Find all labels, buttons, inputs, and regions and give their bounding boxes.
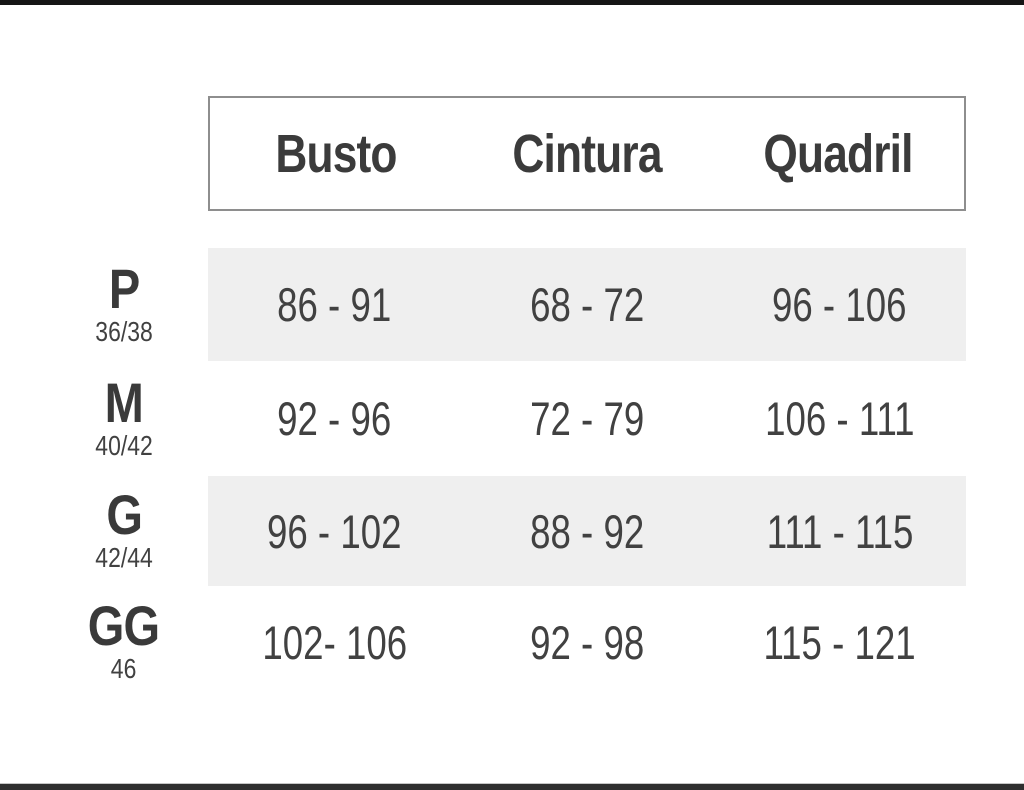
- cell-p-cintura: 68 - 72: [460, 248, 714, 361]
- cell-m-busto: 92 - 96: [277, 392, 392, 445]
- cell-gg-quadril: 115 - 121: [763, 615, 916, 669]
- row-label-gg: GG 46: [40, 586, 208, 698]
- cell-g-quadril: 111 - 115: [713, 476, 966, 586]
- column-header-cintura-label: Cintura: [512, 123, 662, 184]
- size-letter-gg: GG: [88, 594, 160, 657]
- cell-p-busto: 86 - 91: [208, 248, 461, 361]
- cell-m-quadril: 106 - 111: [764, 392, 915, 445]
- size-sublabel-g: 42/44: [95, 542, 153, 574]
- table-header-box: Busto Cintura Quadril: [208, 96, 966, 211]
- row-label-g: G 42/44: [40, 476, 208, 586]
- cell-gg-busto: 102- 106: [261, 615, 407, 669]
- cell-p-quadril: 96 - 106: [713, 248, 966, 361]
- cell-g-cintura: 88 - 92: [460, 476, 714, 586]
- row-label-m: M 40/42: [40, 361, 208, 476]
- top-border-bar: [0, 0, 1024, 5]
- cell-gg-cintura: 92 - 98: [529, 615, 645, 669]
- cell-m-cintura: 72 - 79: [529, 392, 645, 445]
- size-chart-table: Busto Cintura Quadril P 36/38 86 - 91 68…: [40, 96, 966, 698]
- size-sublabel-gg: 46: [111, 653, 137, 685]
- cell-g-busto: 96 - 102: [208, 476, 461, 586]
- column-header-busto-label: Busto: [274, 123, 397, 184]
- row-label-p: P 36/38: [40, 248, 208, 361]
- size-letter-g: G: [106, 483, 143, 546]
- size-letter-p: P: [108, 256, 140, 320]
- column-header-quadril: Quadril: [713, 127, 964, 181]
- size-letter-m: M: [104, 370, 144, 434]
- bottom-border-bar: [0, 783, 1024, 790]
- size-sublabel-p: 36/38: [95, 315, 153, 347]
- column-header-busto: Busto: [210, 127, 461, 181]
- column-header-quadril-label: Quadril: [763, 123, 914, 184]
- column-header-cintura: Cintura: [461, 127, 712, 181]
- size-sublabel-m: 40/42: [95, 429, 153, 461]
